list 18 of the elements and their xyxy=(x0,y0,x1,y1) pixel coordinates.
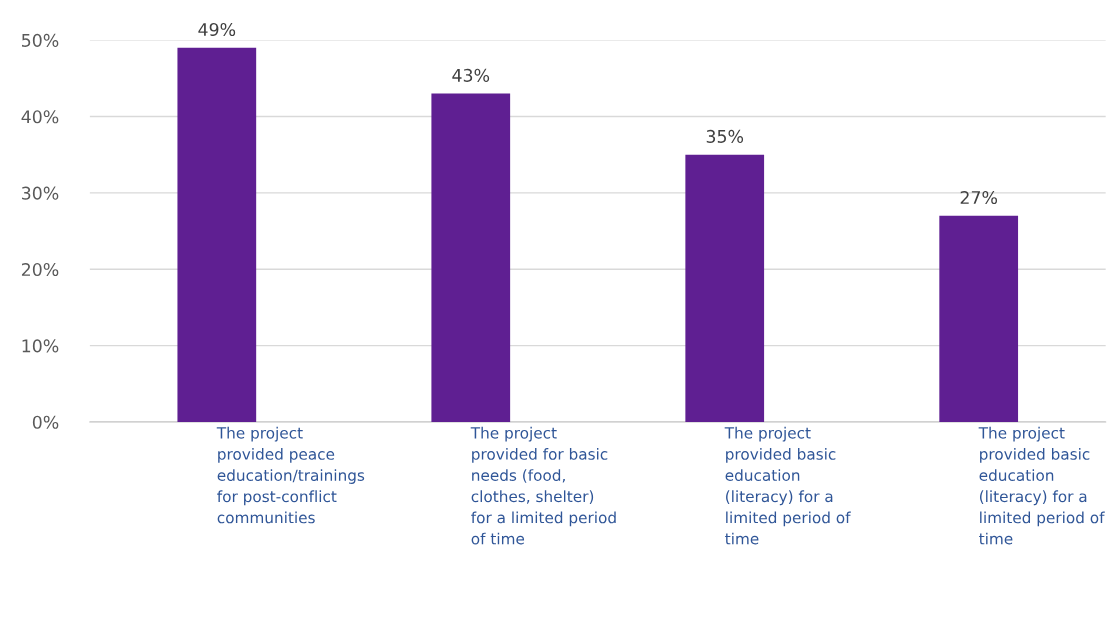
bar xyxy=(685,154,765,422)
bar xyxy=(431,93,511,422)
x-tick-label: The project provided for basic needs (food, clothes, shelter) for a limited period of time xyxy=(470,426,616,545)
y-tick-label: 0% xyxy=(32,415,59,429)
bar xyxy=(177,47,257,422)
y-tick-label: 30% xyxy=(22,186,59,200)
y-tick-label: 20% xyxy=(21,262,59,277)
data-label: 43% xyxy=(452,68,490,82)
x-tick-label: The project provided basic education (literacy) for a limited period of time xyxy=(724,426,851,545)
y-tick-label: 50% xyxy=(22,33,59,47)
data-label: 35% xyxy=(706,129,744,143)
data-label: 49% xyxy=(198,22,236,37)
x-tick-label: The project provided basic education (literacy) for a limited period of time xyxy=(978,426,1105,545)
x-tick-label: The project provided peace education/trainings for post-conflict communities xyxy=(216,426,365,524)
bar xyxy=(939,215,1019,422)
y-tick-label: 10% xyxy=(22,339,59,353)
y-tick-label: 40% xyxy=(21,110,59,124)
data-label: 27% xyxy=(960,190,998,205)
